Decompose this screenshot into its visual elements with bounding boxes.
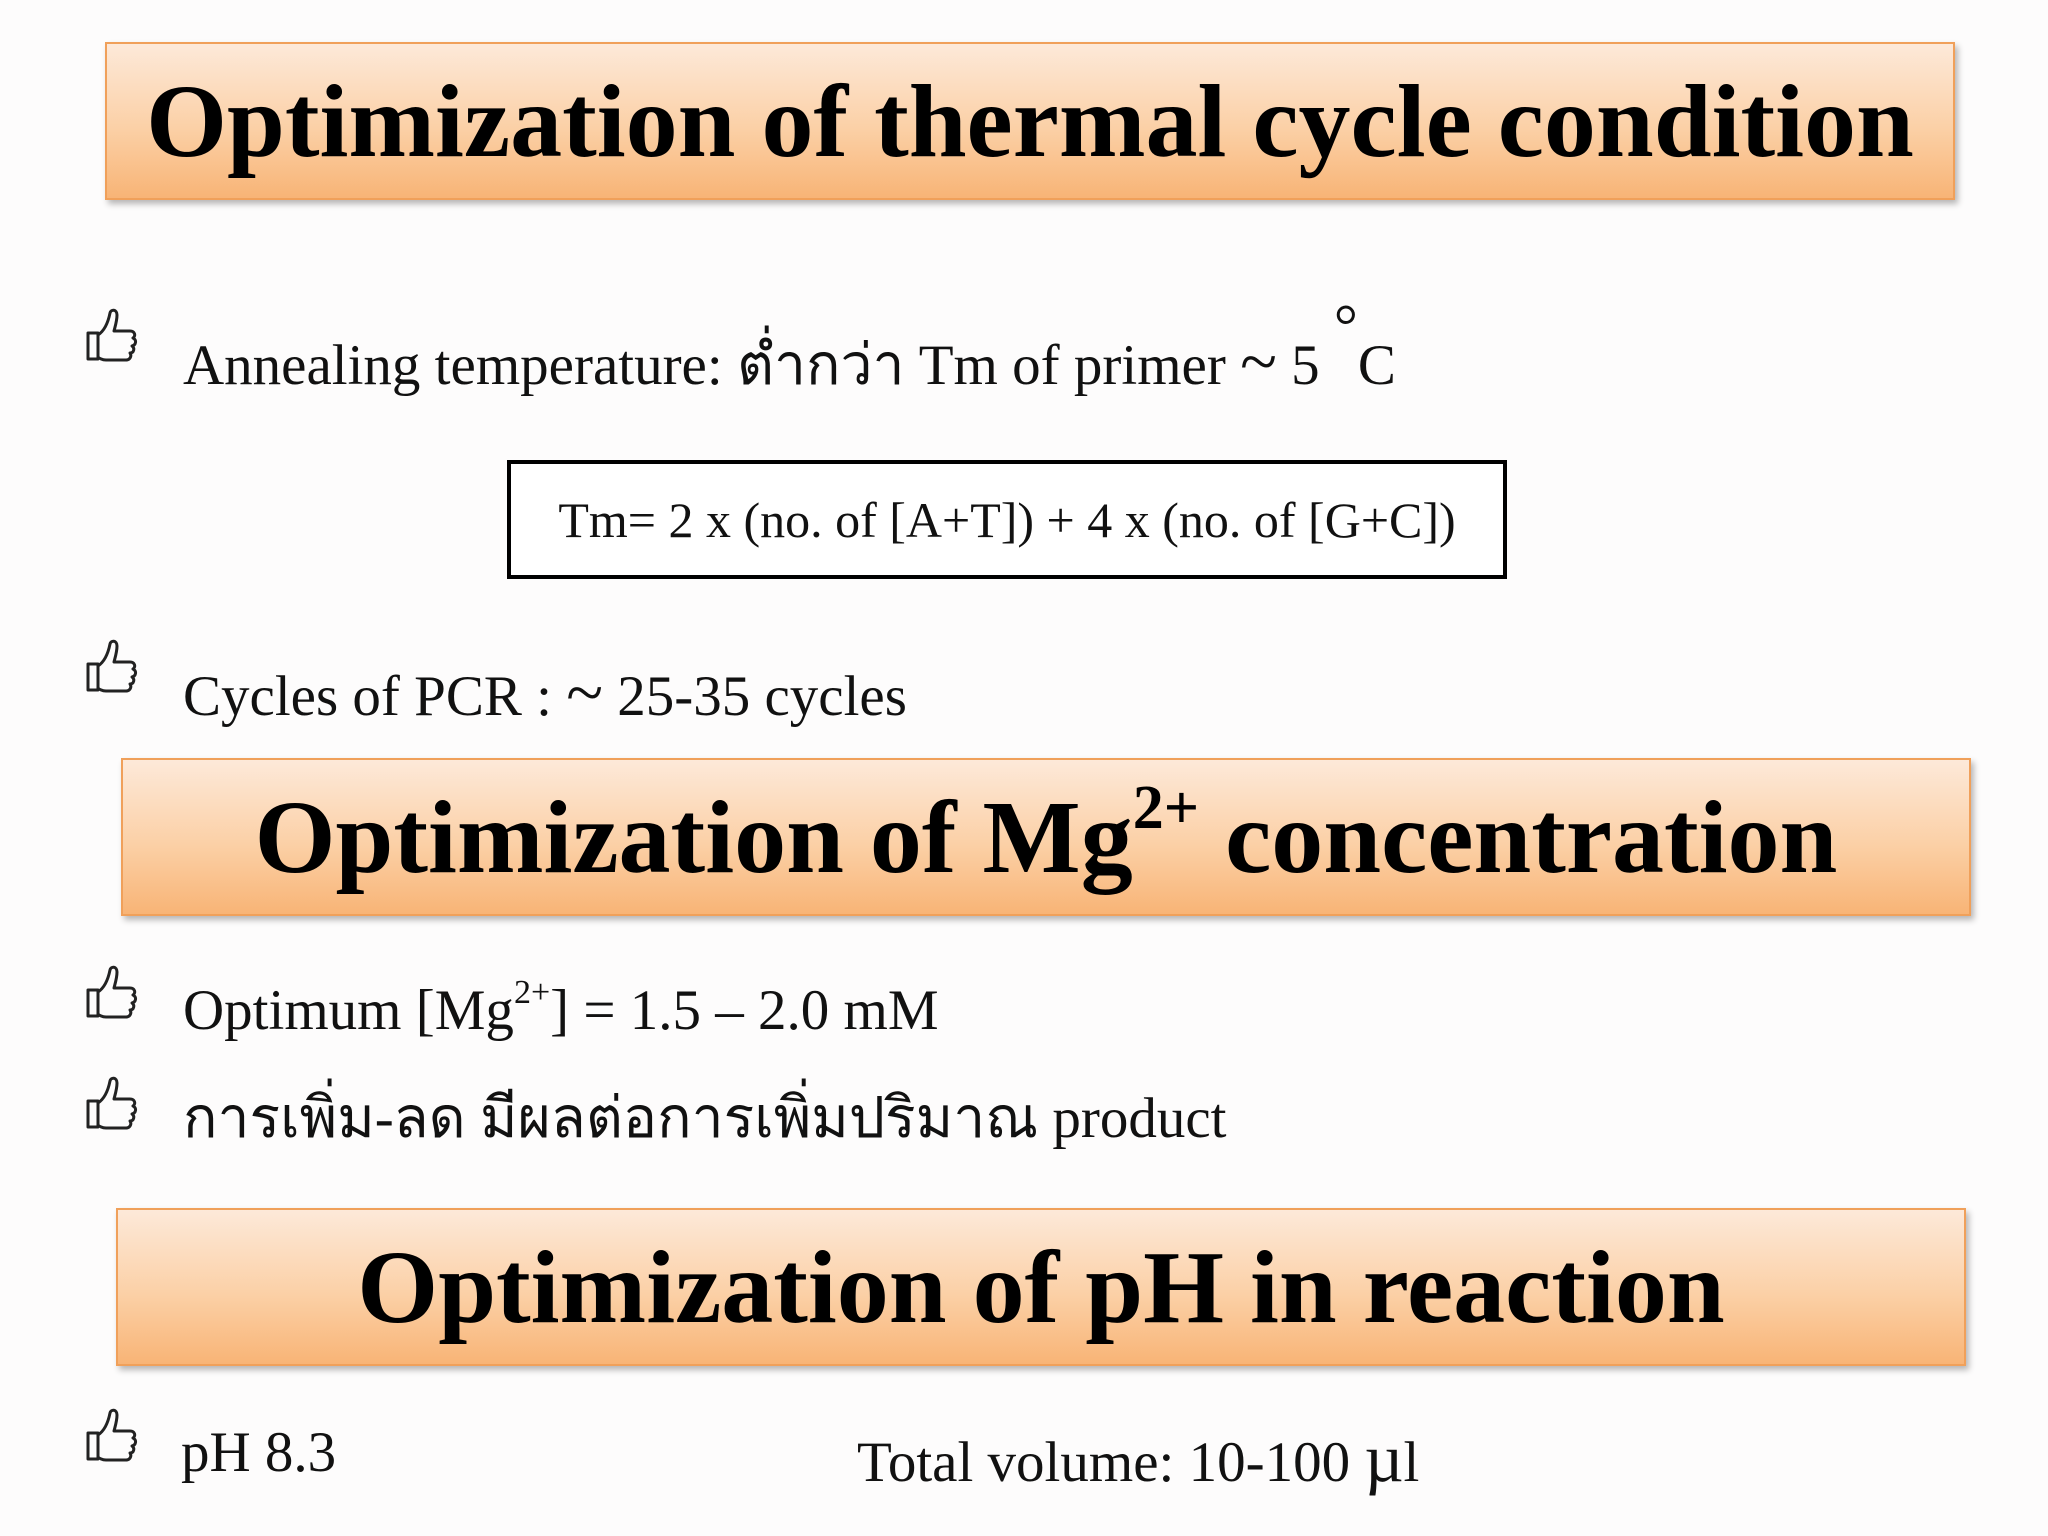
bullet-thumbs-up-icon — [80, 1073, 150, 1143]
ph-value-text: pH 8.3 — [181, 1421, 337, 1484]
thumbs-up-outline-icon — [86, 1408, 137, 1462]
approx-tilde: ~ — [566, 654, 603, 730]
thumbs-up-outline-icon — [86, 1076, 137, 1130]
thumbs-up-outline-icon — [86, 965, 137, 1019]
degree-symbol: ° — [1333, 293, 1358, 359]
heading-ph-text: Optimization of pH in reaction — [357, 1229, 1725, 1345]
tm-formula-box: Tm= 2 x (no. of [A+T]) + 4 x (no. of [G+… — [507, 460, 1507, 579]
heading-ph-reaction: Optimization of pH in reaction — [116, 1208, 1966, 1366]
mg-effect-text: การเพิ่ม-ลด มีผลต่อการเพิ่มปริมาณ produc… — [183, 1087, 1227, 1150]
thumbs-up-outline-icon — [86, 639, 137, 693]
annealing-prefix: Annealing temperature: ต่ำกว่า Tm of pri… — [183, 334, 1241, 397]
celsius-unit: C — [1357, 334, 1396, 397]
bullet-thumbs-up-icon — [80, 962, 150, 1032]
heading-mg-concentration: Optimization of Mg2+ concentration — [121, 758, 1971, 916]
liter-unit: l — [1403, 1431, 1420, 1494]
annealing-temperature-text: Annealing temperature: ต่ำกว่า Tm of pri… — [183, 296, 1396, 397]
micro-symbol: µ — [1364, 1420, 1404, 1496]
heading-mg-main: Optimization of Mg — [254, 779, 1133, 895]
bullet-thumbs-up-icon — [80, 305, 150, 375]
optimum-mg-text: Optimum [Mg2+] = 1.5 – 2.0 mM — [183, 976, 939, 1042]
heading-mg-charge: 2+ — [1132, 773, 1200, 842]
heading-mg-text: Optimization of Mg2+ concentration — [254, 777, 1838, 897]
approx-tilde: ~ — [1240, 323, 1277, 399]
bullet-thumbs-up-icon — [80, 636, 150, 706]
bullet-thumbs-up-icon — [80, 1405, 150, 1475]
total-volume-prefix: Total volume: 10-100 — [857, 1431, 1365, 1494]
heading-thermal-cycle-text: Optimization of thermal cycle condition — [146, 63, 1914, 179]
pcr-cycles-text: Cycles of PCR : ~ 25-35 cycles — [183, 658, 907, 726]
optimum-mg-prefix: Optimum [Mg — [183, 979, 514, 1042]
mg-charge: 2+ — [513, 974, 551, 1011]
total-volume-text: Total volume: 10-100 µl — [857, 1424, 1419, 1492]
optimum-mg-value: ] = 1.5 – 2.0 mM — [550, 979, 939, 1042]
pcr-cycles-value: 25-35 cycles — [603, 665, 907, 728]
heading-thermal-cycle: Optimization of thermal cycle condition — [105, 42, 1955, 200]
heading-mg-tail: concentration — [1199, 779, 1838, 895]
pcr-cycles-prefix: Cycles of PCR : — [183, 665, 567, 728]
annealing-value: 5 — [1276, 334, 1334, 397]
thumbs-up-outline-icon — [86, 308, 137, 362]
tm-formula-text: Tm= 2 x (no. of [A+T]) + 4 x (no. of [G+… — [558, 491, 1456, 548]
